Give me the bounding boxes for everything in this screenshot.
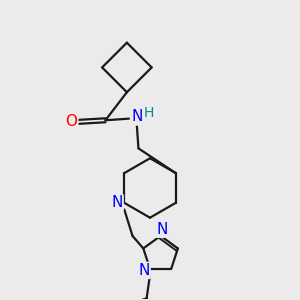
Text: H: H	[144, 106, 154, 120]
Text: N: N	[138, 263, 150, 278]
Text: O: O	[65, 114, 77, 129]
Text: N: N	[111, 195, 123, 210]
Text: N: N	[157, 222, 168, 237]
Text: N: N	[131, 110, 142, 124]
